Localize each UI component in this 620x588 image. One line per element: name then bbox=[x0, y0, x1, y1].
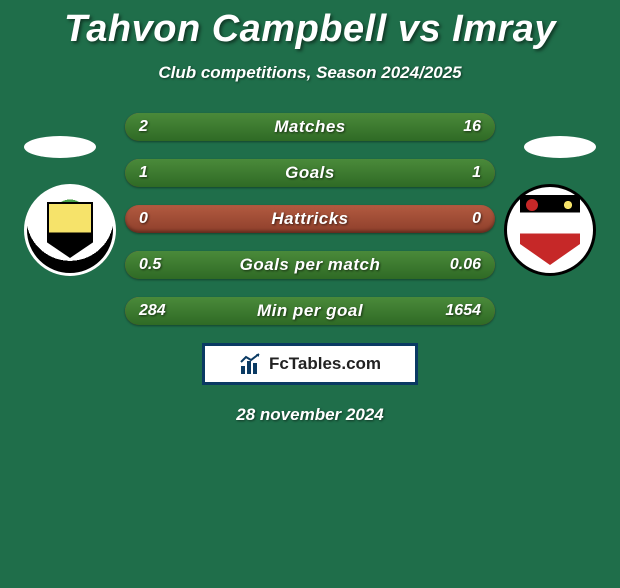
brand-chart-icon bbox=[239, 352, 263, 376]
page-subtitle: Club competitions, Season 2024/2025 bbox=[0, 63, 620, 83]
stat-bar: 216Matches bbox=[125, 113, 495, 141]
stat-label: Goals bbox=[125, 159, 495, 187]
team-crest-left-shield-icon bbox=[47, 202, 93, 258]
brand-box[interactable]: FcTables.com bbox=[202, 343, 418, 385]
stat-bar: 2841654Min per goal bbox=[125, 297, 495, 325]
oval-right-decoration bbox=[524, 136, 596, 158]
stat-bar: 0.50.06Goals per match bbox=[125, 251, 495, 279]
stat-bar: 11Goals bbox=[125, 159, 495, 187]
stat-bar: 00Hattricks bbox=[125, 205, 495, 233]
stats-bars: 216Matches 11Goals 00Hattricks 0.50.06Goals… bbox=[125, 113, 495, 325]
generated-date: 28 november 2024 bbox=[0, 405, 620, 425]
team-crest-left bbox=[24, 184, 116, 276]
stat-label: Hattricks bbox=[125, 205, 495, 233]
oval-left-decoration bbox=[24, 136, 96, 158]
stat-label: Min per goal bbox=[125, 297, 495, 325]
stat-label: Matches bbox=[125, 113, 495, 141]
page-title: Tahvon Campbell vs Imray bbox=[0, 8, 620, 51]
team-crest-right bbox=[504, 184, 596, 276]
stat-label: Goals per match bbox=[125, 251, 495, 279]
brand-text: FcTables.com bbox=[269, 354, 381, 374]
team-crest-right-shield-icon bbox=[520, 195, 580, 265]
